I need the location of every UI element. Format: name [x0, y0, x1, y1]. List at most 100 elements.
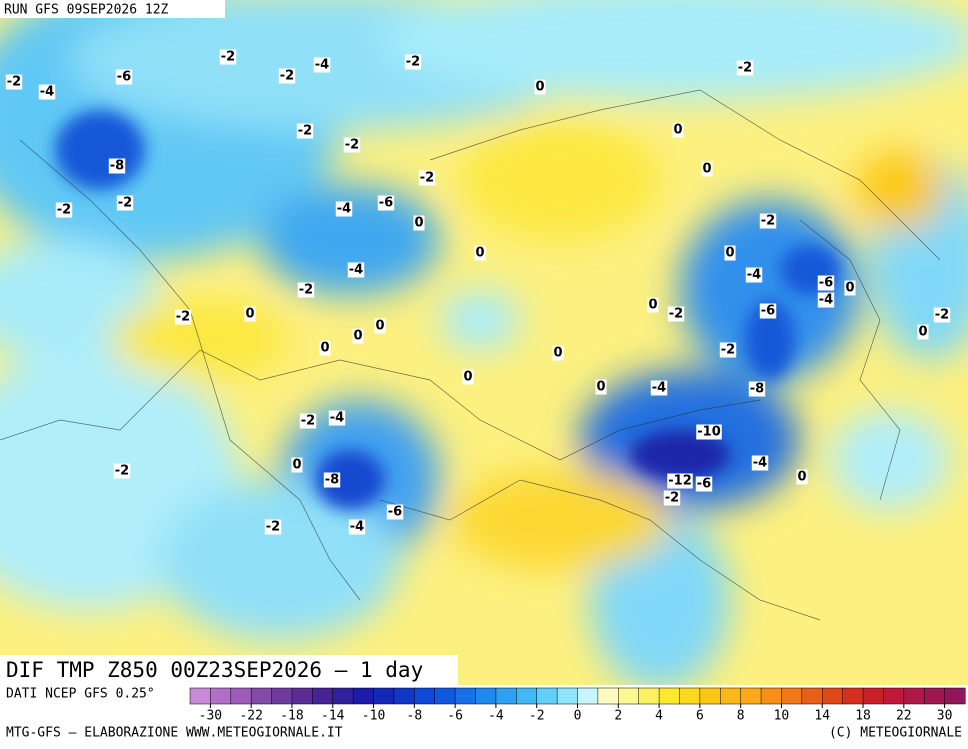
contour-label-bg	[374, 318, 386, 334]
contour-label-bg	[115, 69, 133, 85]
contour-label: -2	[420, 171, 434, 186]
colorbar-tick-label: -2	[529, 709, 545, 724]
colorbar-tick-label: 6	[696, 709, 704, 724]
contour-labels: -2-4-6-8-2-2 -2-4-2-20-2-2-2-4 -60-4-20000…	[5, 49, 951, 535]
contour-label-bg	[296, 123, 314, 139]
contour-label: -2	[761, 214, 775, 229]
contour-label-bg	[113, 463, 131, 479]
colorbar-swatch	[454, 687, 477, 705]
contour-label: -2	[721, 343, 735, 358]
contour-label-bg	[413, 215, 425, 231]
contour-label: -2	[299, 283, 313, 298]
colorbar-swatch	[271, 687, 293, 705]
colorbar-swatch	[210, 687, 232, 705]
colorbar-swatch	[842, 687, 864, 705]
colorbar-swatch	[556, 687, 579, 705]
contour-label-bg	[323, 472, 341, 488]
colorbar-tick-label: -8	[407, 709, 423, 724]
colorbar-swatch	[475, 687, 497, 705]
contour-label-bg	[719, 342, 737, 358]
colorbar-tick-label: 8	[737, 709, 745, 724]
contour-label: 0	[553, 346, 562, 361]
colorbar-swatch	[720, 687, 742, 705]
colorbar-swatch	[699, 687, 721, 705]
contour-label-bg	[647, 297, 659, 313]
map-title: DIF TMP Z850 00Z23SEP2026 — 1 day	[6, 658, 423, 682]
contour-label-bg	[377, 195, 395, 211]
contour-label: -2	[7, 75, 21, 90]
colorbar-swatch	[352, 687, 375, 705]
colorbar-swatch	[801, 687, 823, 705]
contour-label: 0	[320, 341, 329, 356]
contour-label-bg	[278, 68, 296, 84]
contour-label: 0	[292, 458, 301, 473]
contour-label: -2	[176, 310, 190, 325]
colorbar-swatch	[373, 687, 395, 705]
contour-label-bg	[667, 473, 693, 489]
copyright-label: (C) METEOGIORNALE	[829, 726, 962, 741]
contour-label: -4	[349, 263, 363, 278]
contour-label: -2	[669, 307, 683, 322]
contour-label-bg	[343, 137, 361, 153]
colorbar-swatch	[516, 687, 538, 705]
contour-label: -12	[668, 474, 692, 489]
contour-label: -2	[266, 520, 280, 535]
contour-label: -6	[697, 477, 711, 492]
contour-label-bg	[348, 519, 366, 535]
colorbar-swatch	[414, 687, 436, 705]
contour-label: -6	[379, 196, 393, 211]
colorbar-swatch	[658, 687, 681, 705]
colorbar-tick-label: -6	[447, 709, 463, 724]
contour-label: -8	[110, 159, 124, 174]
contour-label: 0	[918, 325, 927, 340]
contour-label-bg	[759, 213, 777, 229]
contour-label-bg	[174, 309, 192, 325]
contour-label-bg	[745, 267, 763, 283]
contour-label-bg	[595, 379, 607, 395]
contour-label: 0	[375, 319, 384, 334]
contour-label-bg	[291, 457, 303, 473]
contour-label: -2	[935, 308, 949, 323]
colorbar-swatch	[495, 687, 517, 705]
colorbar-tick-label: 18	[855, 709, 871, 724]
contour-label: 0	[475, 246, 484, 261]
contour-label-bg	[116, 195, 134, 211]
contour-label-bg	[474, 245, 486, 261]
contour-label-bg	[347, 262, 365, 278]
contour-label: 0	[463, 370, 472, 385]
contour-label: -4	[350, 520, 364, 535]
contour-label-bg	[751, 455, 769, 471]
contour-label: 0	[596, 380, 605, 395]
title-box	[0, 655, 458, 685]
contour-label-bg	[695, 476, 713, 492]
contour-label: -2	[406, 55, 420, 70]
contour-label: 0	[673, 123, 682, 138]
contour-label-bg	[335, 201, 353, 217]
contour-label: 0	[245, 307, 254, 322]
colorbar-swatch	[944, 687, 966, 705]
colorbar-swatch	[618, 687, 640, 705]
contour-label-bg	[534, 79, 546, 95]
colorbar-tick-label: 0	[574, 709, 582, 724]
contour-label-bg	[817, 292, 835, 308]
contour-label: 0	[535, 80, 544, 95]
colorbar-tick-label: -18	[280, 709, 303, 724]
contour-label-bg	[219, 49, 237, 65]
contour-label: 0	[414, 216, 423, 231]
contour-label: -2	[118, 196, 132, 211]
colorbar-swatch	[312, 687, 334, 705]
contour-label-bg	[299, 413, 317, 429]
contour-label-bg	[650, 380, 668, 396]
credit-label: MTG-GFS — ELABORAZIONE WWW.METEOGIORNALE…	[6, 726, 343, 741]
colorbar-swatch	[332, 687, 354, 705]
colorbar-swatch	[393, 687, 415, 705]
contour-label: -2	[665, 491, 679, 506]
colorbar-swatch	[740, 687, 762, 705]
colorbar: -30 -22 -18 -14 -10 -8 -6 -4 -2 0 2 4 6 8 10 14 18 22 30	[189, 687, 966, 724]
colorbar-swatch	[577, 687, 599, 705]
contour-label-bg	[667, 306, 685, 322]
contour-label-bg	[5, 74, 23, 90]
contour-label-bg	[696, 424, 722, 440]
contour-label-bg	[844, 280, 856, 296]
